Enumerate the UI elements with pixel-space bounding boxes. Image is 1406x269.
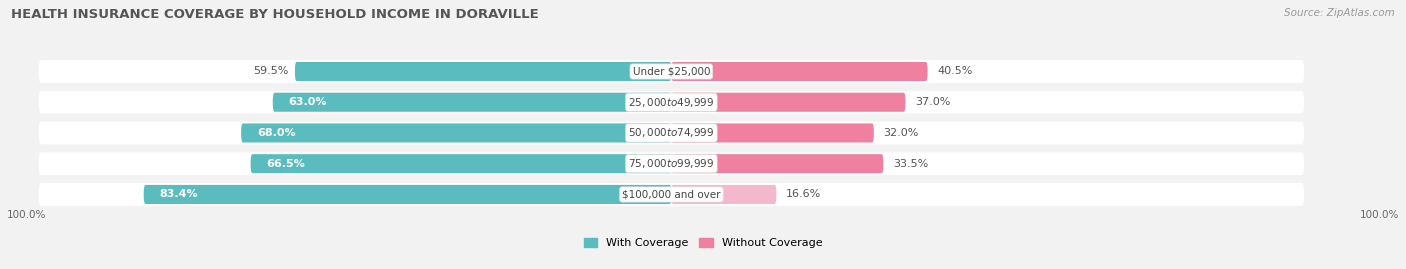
Text: 68.0%: 68.0% [257,128,295,138]
FancyBboxPatch shape [38,91,1305,114]
FancyBboxPatch shape [671,123,873,143]
Text: $100,000 and over: $100,000 and over [621,189,721,199]
Text: $25,000 to $49,999: $25,000 to $49,999 [628,96,714,109]
FancyBboxPatch shape [295,62,671,81]
Text: 59.5%: 59.5% [253,66,288,76]
Legend: With Coverage, Without Coverage: With Coverage, Without Coverage [579,233,827,253]
Text: 33.5%: 33.5% [893,159,928,169]
Text: $50,000 to $74,999: $50,000 to $74,999 [628,126,714,139]
FancyBboxPatch shape [38,183,1305,206]
FancyBboxPatch shape [38,152,1305,175]
FancyBboxPatch shape [671,154,883,173]
FancyBboxPatch shape [671,93,905,112]
Text: 40.5%: 40.5% [936,66,973,76]
Text: Under $25,000: Under $25,000 [633,66,710,76]
Text: 100.0%: 100.0% [1360,210,1399,220]
Text: Source: ZipAtlas.com: Source: ZipAtlas.com [1284,8,1395,18]
FancyBboxPatch shape [38,60,1305,83]
FancyBboxPatch shape [240,123,671,143]
FancyBboxPatch shape [143,185,671,204]
FancyBboxPatch shape [38,122,1305,144]
Text: HEALTH INSURANCE COVERAGE BY HOUSEHOLD INCOME IN DORAVILLE: HEALTH INSURANCE COVERAGE BY HOUSEHOLD I… [11,8,538,21]
Text: 83.4%: 83.4% [159,189,198,199]
FancyBboxPatch shape [671,62,928,81]
Text: 100.0%: 100.0% [7,210,46,220]
FancyBboxPatch shape [671,185,776,204]
Text: 37.0%: 37.0% [915,97,950,107]
FancyBboxPatch shape [273,93,671,112]
FancyBboxPatch shape [250,154,671,173]
Text: 32.0%: 32.0% [883,128,918,138]
Text: 16.6%: 16.6% [786,189,821,199]
Text: 63.0%: 63.0% [288,97,328,107]
Text: $75,000 to $99,999: $75,000 to $99,999 [628,157,714,170]
Text: 66.5%: 66.5% [266,159,305,169]
